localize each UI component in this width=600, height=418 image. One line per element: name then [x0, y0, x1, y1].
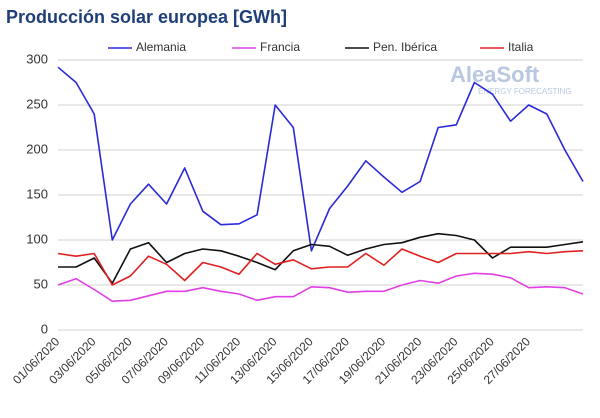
- series-line: [57, 272, 584, 302]
- logo-subtitle: ENERGY FORECASTING: [478, 87, 572, 96]
- legend-label: Francia: [260, 40, 300, 54]
- series-line: [58, 232, 584, 284]
- legend-label: Alemania: [136, 40, 186, 54]
- y-tick-label: 150: [26, 186, 48, 201]
- y-tick-label: 300: [26, 51, 48, 66]
- legend-label: Italia: [508, 40, 534, 54]
- y-tick-label: 250: [26, 96, 48, 111]
- chart-title: Producción solar europea [GWh]: [6, 7, 287, 27]
- legend-label: Pen. Ibérica: [373, 40, 437, 54]
- y-tick-label: 50: [34, 276, 48, 291]
- y-tick-label: 0: [41, 321, 48, 336]
- y-tick-label: 200: [26, 141, 48, 156]
- y-tick-label: 100: [26, 231, 48, 246]
- series-line: [57, 66, 584, 252]
- series-line: [57, 248, 584, 286]
- logo: AleaSoft: [450, 62, 540, 87]
